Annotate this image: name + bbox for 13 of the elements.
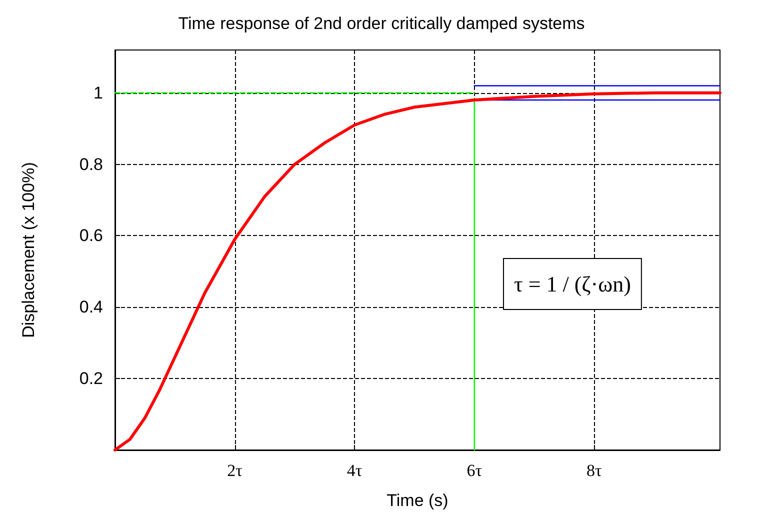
y-tick-label: 0.2 — [79, 369, 103, 388]
x-tick-label: 2τ — [227, 461, 243, 480]
annotation: τ = 1 / (ζ·ωn) — [514, 272, 631, 296]
y-tick-label: 0.4 — [79, 298, 103, 317]
x-tick-label: 6τ — [466, 461, 482, 480]
x-axis-title: Time (s) — [386, 491, 448, 510]
y-axis-title: Displacement (x 100%) — [19, 162, 38, 338]
y-tick-label: 1 — [94, 83, 103, 102]
x-tick-label: 8τ — [586, 461, 602, 480]
y-tick-label: 0.6 — [79, 226, 103, 246]
x-tick-label: 4τ — [346, 461, 362, 480]
chart-title: Time response of 2nd order critically damped systems — [178, 14, 585, 33]
y-tick-label: 0.8 — [79, 154, 103, 174]
